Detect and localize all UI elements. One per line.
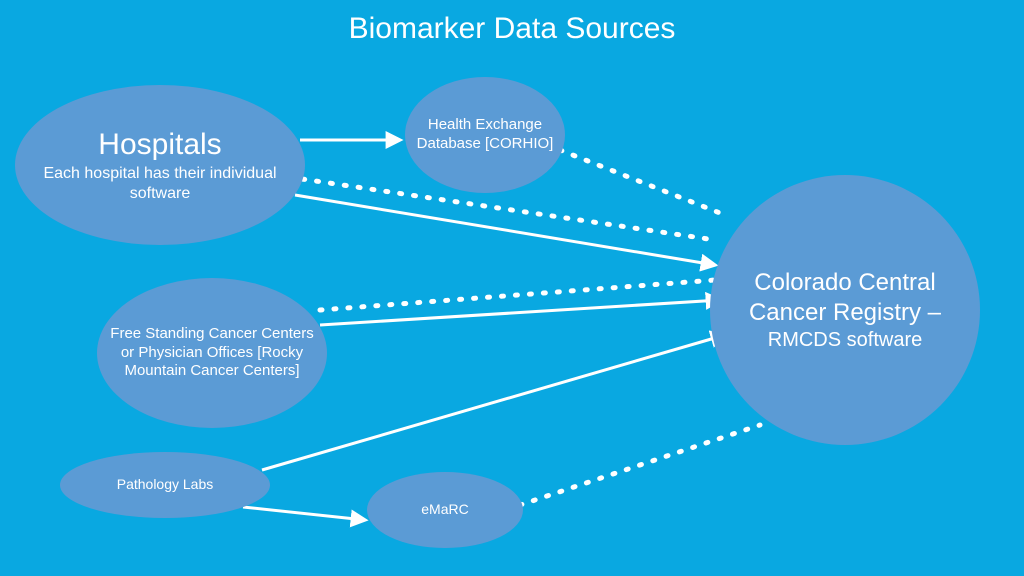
node-centers-label: Free Standing Cancer Centers or Physicia… xyxy=(107,325,317,381)
diagram-title: Biomarker Data Sources xyxy=(0,12,1024,46)
edge xyxy=(262,335,725,470)
node-corhio-label: Health Exchange Database [CORHIO] xyxy=(415,116,555,154)
edge xyxy=(560,150,725,215)
edge xyxy=(520,425,760,505)
edge xyxy=(295,195,715,265)
node-pathlabs-label: Pathology Labs xyxy=(117,476,214,494)
node-registry-title: Colorado Central Cancer Registry – xyxy=(720,268,970,328)
node-registry: Colorado Central Cancer Registry – RMCDS… xyxy=(710,175,980,445)
node-pathlabs: Pathology Labs xyxy=(60,452,270,518)
node-centers: Free Standing Cancer Centers or Physicia… xyxy=(97,278,327,428)
edge xyxy=(320,300,720,325)
title-text: Biomarker Data Sources xyxy=(349,12,676,45)
node-hospitals: Hospitals Each hospital has their indivi… xyxy=(15,85,305,245)
edge xyxy=(320,280,715,310)
node-hospitals-subtitle: Each hospital has their individual softw… xyxy=(25,164,295,204)
node-corhio: Health Exchange Database [CORHIO] xyxy=(405,77,565,193)
node-hospitals-title: Hospitals xyxy=(98,126,221,164)
node-emarc: eMaRC xyxy=(367,472,523,548)
diagram-stage: Biomarker Data Sources Hospitals Each ho… xyxy=(0,0,1024,576)
edge xyxy=(243,507,365,520)
node-registry-subtitle: RMCDS software xyxy=(768,328,922,353)
node-emarc-label: eMaRC xyxy=(421,501,468,519)
